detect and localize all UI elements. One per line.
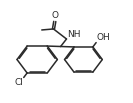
Text: O: O bbox=[52, 11, 59, 20]
Text: OH: OH bbox=[97, 33, 110, 42]
Text: NH: NH bbox=[67, 30, 80, 39]
Text: Cl: Cl bbox=[14, 78, 23, 87]
